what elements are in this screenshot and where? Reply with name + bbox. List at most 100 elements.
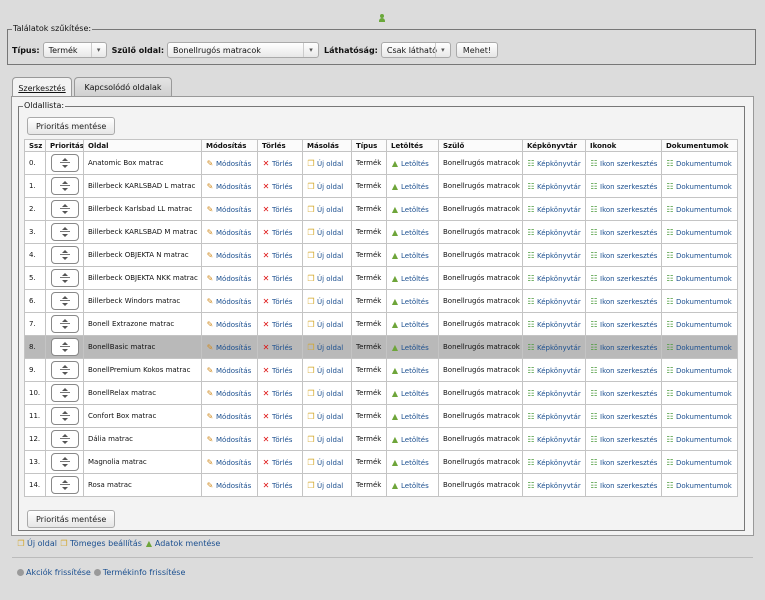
copy-link[interactable]: ❐ Új oldal [307, 320, 343, 329]
gallery-link[interactable]: ☷ Képkönyvtár [527, 320, 580, 329]
download-link[interactable]: ▲ Letöltés [391, 389, 429, 398]
delete-link[interactable]: ✕ Törlés [262, 274, 293, 283]
documents-link[interactable]: ☷ Dokumentumok [666, 228, 731, 237]
gallery-link[interactable]: ☷ Képkönyvtár [527, 205, 580, 214]
download-link[interactable]: ▲ Letöltés [391, 274, 429, 283]
priority-stepper[interactable] [50, 223, 79, 241]
edit-link[interactable]: ✎ Módosítás [206, 274, 252, 283]
priority-stepper[interactable] [50, 338, 79, 356]
documents-link[interactable]: ☷ Dokumentumok [666, 274, 731, 283]
edit-link[interactable]: ✎ Módosítás [206, 412, 252, 421]
priority-stepper[interactable] [50, 292, 79, 310]
documents-link[interactable]: ☷ Dokumentumok [666, 389, 731, 398]
priority-stepper[interactable] [50, 361, 79, 379]
priority-stepper[interactable] [50, 476, 79, 494]
gallery-link[interactable]: ☷ Képkönyvtár [527, 435, 580, 444]
delete-link[interactable]: ✕ Törlés [262, 228, 293, 237]
edit-link[interactable]: ✎ Módosítás [206, 481, 252, 490]
download-link[interactable]: ▲ Letöltés [391, 458, 429, 467]
delete-link[interactable]: ✕ Törlés [262, 389, 293, 398]
documents-link[interactable]: ☷ Dokumentumok [666, 366, 731, 375]
icons-link[interactable]: ☷ Ikon szerkesztés [590, 182, 657, 191]
edit-link[interactable]: ✎ Módosítás [206, 297, 252, 306]
save-data-link[interactable]: ▲ Adatok mentése [145, 539, 221, 548]
gallery-link[interactable]: ☷ Képkönyvtár [527, 366, 580, 375]
download-link[interactable]: ▲ Letöltés [391, 412, 429, 421]
gallery-link[interactable]: ☷ Képkönyvtár [527, 481, 580, 490]
priority-stepper[interactable] [50, 200, 79, 218]
documents-link[interactable]: ☷ Dokumentumok [666, 297, 731, 306]
gallery-link[interactable]: ☷ Képkönyvtár [527, 297, 580, 306]
edit-link[interactable]: ✎ Módosítás [206, 435, 252, 444]
copy-link[interactable]: ❐ Új oldal [307, 458, 343, 467]
save-priority-button-bottom[interactable]: Prioritás mentése [27, 510, 116, 528]
copy-link[interactable]: ❐ Új oldal [307, 297, 343, 306]
bulk-settings-link[interactable]: ❐ Tömeges beállítás [60, 539, 142, 548]
download-link[interactable]: ▲ Letöltés [391, 320, 429, 329]
priority-stepper[interactable] [50, 453, 79, 471]
edit-link[interactable]: ✎ Módosítás [206, 389, 252, 398]
edit-link[interactable]: ✎ Módosítás [206, 343, 252, 352]
delete-link[interactable]: ✕ Törlés [262, 343, 293, 352]
copy-link[interactable]: ❐ Új oldal [307, 412, 343, 421]
icons-link[interactable]: ☷ Ikon szerkesztés [590, 389, 657, 398]
icons-link[interactable]: ☷ Ikon szerkesztés [590, 320, 657, 329]
icons-link[interactable]: ☷ Ikon szerkesztés [590, 481, 657, 490]
refresh-actions-link[interactable]: Akciók frissítése [17, 568, 91, 577]
icons-link[interactable]: ☷ Ikon szerkesztés [590, 458, 657, 467]
gallery-link[interactable]: ☷ Képkönyvtár [527, 182, 580, 191]
priority-stepper[interactable] [50, 269, 79, 287]
download-link[interactable]: ▲ Letöltés [391, 159, 429, 168]
gallery-link[interactable]: ☷ Képkönyvtár [527, 251, 580, 260]
copy-link[interactable]: ❐ Új oldal [307, 205, 343, 214]
edit-link[interactable]: ✎ Módosítás [206, 366, 252, 375]
documents-link[interactable]: ☷ Dokumentumok [666, 159, 731, 168]
documents-link[interactable]: ☷ Dokumentumok [666, 343, 731, 352]
priority-stepper[interactable] [50, 154, 79, 172]
icons-link[interactable]: ☷ Ikon szerkesztés [590, 435, 657, 444]
new-page-link[interactable]: ❐ Új oldal [17, 539, 57, 548]
documents-link[interactable]: ☷ Dokumentumok [666, 320, 731, 329]
type-select[interactable]: Termék ▾ [42, 42, 107, 58]
priority-stepper[interactable] [50, 246, 79, 264]
delete-link[interactable]: ✕ Törlés [262, 366, 293, 375]
delete-link[interactable]: ✕ Törlés [262, 297, 293, 306]
delete-link[interactable]: ✕ Törlés [262, 481, 293, 490]
download-link[interactable]: ▲ Letöltés [391, 297, 429, 306]
icons-link[interactable]: ☷ Ikon szerkesztés [590, 205, 657, 214]
copy-link[interactable]: ❐ Új oldal [307, 274, 343, 283]
documents-link[interactable]: ☷ Dokumentumok [666, 182, 731, 191]
save-priority-button-top[interactable]: Prioritás mentése [27, 117, 116, 135]
delete-link[interactable]: ✕ Törlés [262, 205, 293, 214]
copy-link[interactable]: ❐ Új oldal [307, 251, 343, 260]
download-link[interactable]: ▲ Letöltés [391, 182, 429, 191]
priority-stepper[interactable] [50, 177, 79, 195]
copy-link[interactable]: ❐ Új oldal [307, 228, 343, 237]
gallery-link[interactable]: ☷ Képkönyvtár [527, 159, 580, 168]
edit-link[interactable]: ✎ Módosítás [206, 320, 252, 329]
delete-link[interactable]: ✕ Törlés [262, 320, 293, 329]
priority-stepper[interactable] [50, 430, 79, 448]
download-link[interactable]: ▲ Letöltés [391, 481, 429, 490]
tab-related-pages[interactable]: Kapcsolódó oldalak [74, 77, 172, 97]
icons-link[interactable]: ☷ Ikon szerkesztés [590, 366, 657, 375]
delete-link[interactable]: ✕ Törlés [262, 251, 293, 260]
refresh-productinfo-link[interactable]: Termékinfo frissítése [93, 568, 185, 577]
tab-edit[interactable]: Szerkesztés [12, 77, 72, 98]
delete-link[interactable]: ✕ Törlés [262, 435, 293, 444]
delete-link[interactable]: ✕ Törlés [262, 182, 293, 191]
documents-link[interactable]: ☷ Dokumentumok [666, 435, 731, 444]
documents-link[interactable]: ☷ Dokumentumok [666, 412, 731, 421]
copy-link[interactable]: ❐ Új oldal [307, 389, 343, 398]
copy-link[interactable]: ❐ Új oldal [307, 343, 343, 352]
delete-link[interactable]: ✕ Törlés [262, 458, 293, 467]
download-link[interactable]: ▲ Letöltés [391, 435, 429, 444]
edit-link[interactable]: ✎ Módosítás [206, 182, 252, 191]
download-link[interactable]: ▲ Letöltés [391, 251, 429, 260]
icons-link[interactable]: ☷ Ikon szerkesztés [590, 274, 657, 283]
gallery-link[interactable]: ☷ Képkönyvtár [527, 274, 580, 283]
copy-link[interactable]: ❐ Új oldal [307, 182, 343, 191]
go-button[interactable]: Mehet! [455, 42, 499, 58]
visibility-select[interactable]: Csak látható ▾ [380, 42, 451, 58]
copy-link[interactable]: ❐ Új oldal [307, 159, 343, 168]
